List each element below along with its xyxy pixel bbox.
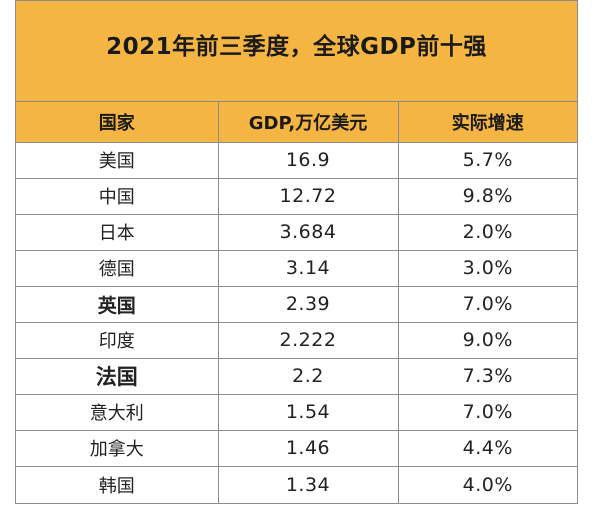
- country-cell: 英国: [16, 285, 219, 323]
- country-cell: 日本: [16, 213, 219, 251]
- country-cell: 美国: [16, 141, 219, 179]
- table-row: 印度 2.222 9.0%: [16, 321, 577, 359]
- table-row: 意大利 1.54 7.0%: [16, 393, 577, 431]
- country-cell: 印度: [16, 321, 219, 359]
- growth-cell: 7.0%: [397, 393, 577, 431]
- table-row: 韩国 1.34 4.0%: [16, 465, 577, 504]
- country-cell: 意大利: [16, 393, 219, 431]
- title-cell: 2021年前三季度，全球GDP前十强: [16, 1, 577, 102]
- growth-cell: 3.0%: [397, 249, 577, 287]
- table-row: 德国 3.14 3.0%: [16, 249, 577, 287]
- gdp-cell: 2.2: [217, 357, 399, 395]
- table-row: 加拿大 1.46 4.4%: [16, 429, 577, 467]
- country-cell: 加拿大: [16, 429, 219, 467]
- gdp-cell: 12.72: [217, 177, 399, 215]
- growth-cell: 5.7%: [397, 141, 577, 179]
- country-cell: 中国: [16, 177, 219, 215]
- header-row: 国家 GDP,万亿美元 实际增速: [16, 102, 577, 143]
- growth-cell: 4.0%: [397, 465, 577, 504]
- gdp-cell: 2.39: [217, 285, 399, 323]
- country-cell: 德国: [16, 249, 219, 287]
- growth-cell: 4.4%: [397, 429, 577, 467]
- growth-cell: 9.8%: [397, 177, 577, 215]
- country-cell: 法国: [16, 357, 219, 395]
- gdp-table-sheet: 2021年前三季度，全球GDP前十强 国家 GDP,万亿美元 实际增速 美国 1…: [15, 0, 578, 504]
- header-gdp: GDP,万亿美元: [217, 102, 399, 143]
- table-title: 2021年前三季度，全球GDP前十强: [106, 34, 487, 60]
- growth-cell: 7.3%: [397, 357, 577, 395]
- gdp-cell: 3.14: [217, 249, 399, 287]
- country-cell: 韩国: [16, 465, 219, 504]
- gdp-cell: 1.46: [217, 429, 399, 467]
- table-row: 中国 12.72 9.8%: [16, 177, 577, 215]
- growth-cell: 9.0%: [397, 321, 577, 359]
- gdp-cell: 2.222: [217, 321, 399, 359]
- header-growth: 实际增速: [397, 102, 577, 143]
- table-row: 美国 16.9 5.7%: [16, 141, 577, 179]
- growth-cell: 2.0%: [397, 213, 577, 251]
- table-row: 日本 3.684 2.0%: [16, 213, 577, 251]
- growth-cell: 7.0%: [397, 285, 577, 323]
- gdp-cell: 1.54: [217, 393, 399, 431]
- table-row: 英国 2.39 7.0%: [16, 285, 577, 323]
- gdp-cell: 3.684: [217, 213, 399, 251]
- table-row: 法国 2.2 7.3%: [16, 357, 577, 395]
- gdp-cell: 16.9: [217, 141, 399, 179]
- header-country: 国家: [16, 102, 219, 143]
- gdp-cell: 1.34: [217, 465, 399, 504]
- gdp-table: 国家 GDP,万亿美元 实际增速 美国 16.9 5.7% 中国 12.72 9…: [16, 102, 577, 504]
